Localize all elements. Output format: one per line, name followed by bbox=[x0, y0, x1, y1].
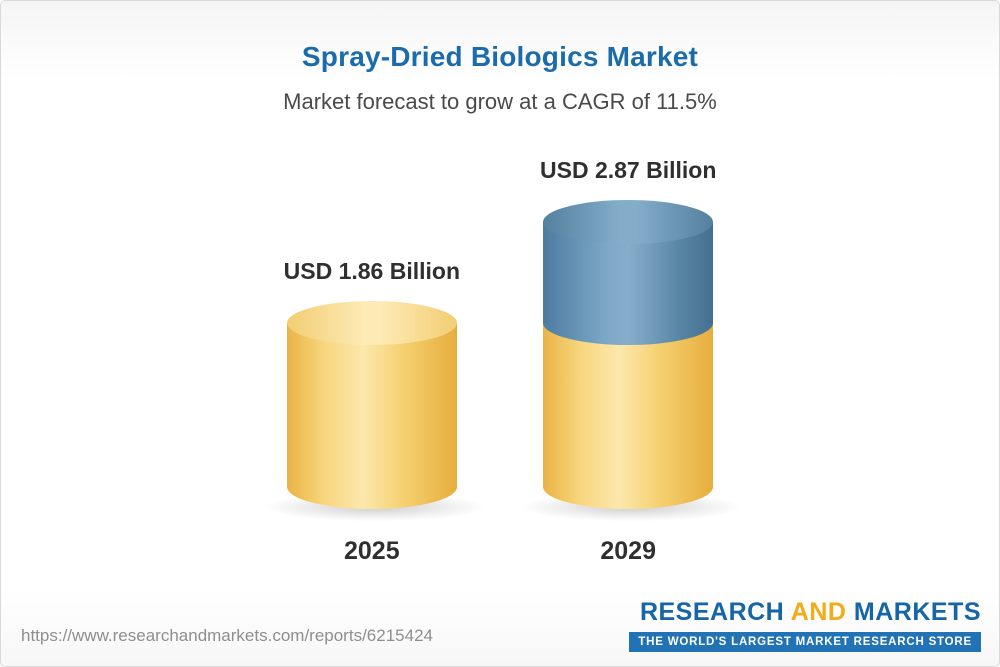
bar-2025 bbox=[266, 301, 485, 521]
brand-logo-wordmark: RESEARCH AND MARKETS bbox=[629, 598, 981, 627]
logo-word-markets: MARKETS bbox=[853, 598, 981, 626]
bar-2025-segment bbox=[286, 301, 457, 509]
axis-label-2029: 2029 bbox=[600, 537, 656, 565]
bar-column-2029: USD 2.87 Billion 2029 bbox=[522, 157, 741, 566]
brand-logo: RESEARCH AND MARKETS THE WORLD'S LARGEST… bbox=[629, 598, 981, 652]
bar-2025-cap bbox=[286, 301, 457, 345]
bar-2029-growth-segment bbox=[543, 200, 714, 345]
bar-2029-cap bbox=[543, 200, 714, 244]
report-url-link[interactable]: https://www.researchandmarkets.com/repor… bbox=[21, 626, 433, 645]
axis-label-2025: 2025 bbox=[344, 537, 400, 565]
logo-word-research: RESEARCH bbox=[639, 598, 785, 626]
value-label-2025: USD 1.86 Billion bbox=[283, 258, 460, 284]
footer: https://www.researchandmarkets.com/repor… bbox=[1, 598, 999, 652]
chart-subtitle: Market forecast to grow at a CAGR of 11.… bbox=[283, 89, 717, 114]
bar-chart: USD 1.86 Billion 2025 USD 2.87 Billion 2… bbox=[1, 157, 999, 566]
value-label-2029: USD 2.87 Billion bbox=[540, 157, 717, 183]
bar-2029-base-segment bbox=[543, 323, 714, 509]
chart-title: Spray-Dried Biologics Market bbox=[301, 41, 699, 72]
chart-header: Spray-Dried Biologics Market Market fore… bbox=[1, 1, 999, 115]
bar-2029 bbox=[522, 200, 741, 521]
brand-tagline: THE WORLD'S LARGEST MARKET RESEARCH STOR… bbox=[629, 632, 981, 652]
logo-word-and: AND bbox=[790, 598, 847, 626]
bar-column-2025: USD 1.86 Billion 2025 bbox=[266, 258, 485, 566]
